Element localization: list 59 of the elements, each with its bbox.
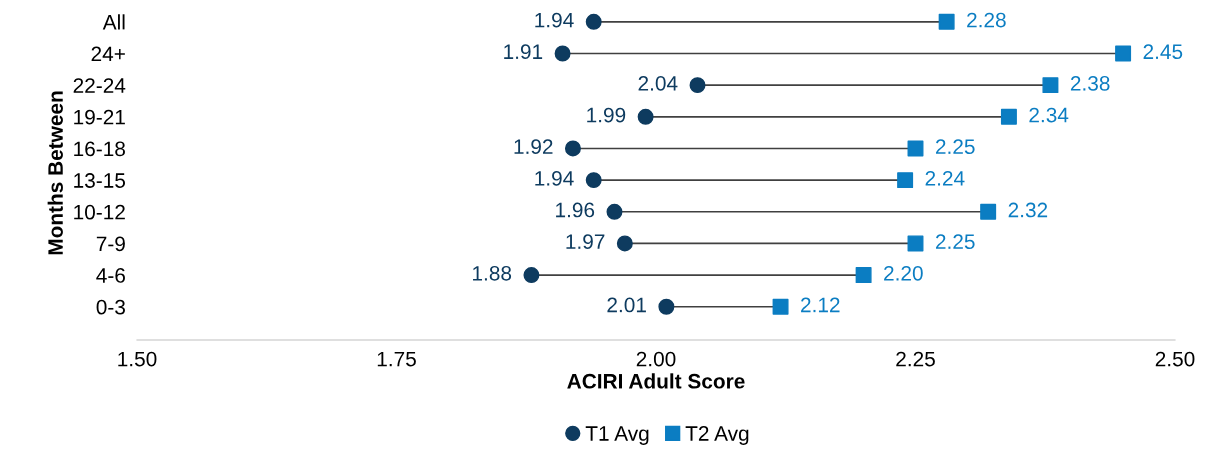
data-label: 1.96: [556, 202, 595, 218]
x-tick-label: 2.00: [636, 351, 676, 367]
y-tick-label: 16-18: [74, 141, 125, 157]
point: [938, 13, 955, 30]
point: [658, 298, 675, 315]
legend-label: T2 Avg: [685, 426, 749, 445]
data-label: 2.34: [1029, 107, 1069, 123]
point: [689, 77, 706, 94]
y-tick-label: 0-3: [96, 299, 125, 315]
y-axis-title: Months Between: [47, 91, 63, 255]
point: [907, 140, 924, 157]
data-label: 1.91: [504, 44, 543, 60]
point: [1115, 45, 1132, 62]
data-label: 2.24: [925, 170, 965, 186]
point: [523, 267, 540, 284]
point: [616, 235, 633, 252]
point: [606, 203, 623, 220]
point: [554, 45, 571, 62]
data-label: 2.12: [801, 297, 840, 313]
y-tick-label: 10-12: [74, 204, 125, 220]
y-tick-label: 24+: [91, 46, 125, 62]
point: [564, 140, 581, 157]
data-label: 2.28: [967, 12, 1006, 28]
x-tick-label: 2.25: [896, 351, 935, 367]
data-label: 1.97: [566, 234, 605, 250]
data-label: 1.94: [535, 170, 574, 186]
point: [897, 172, 914, 189]
data-label: 2.20: [884, 265, 923, 281]
point: [855, 267, 872, 284]
x-tick-label: 2.50: [1155, 351, 1195, 367]
data-label: 2.45: [1143, 44, 1183, 60]
data-label: 1.99: [587, 107, 626, 123]
point: [1000, 108, 1017, 125]
point: [637, 108, 654, 125]
y-tick-label: 7-9: [96, 236, 125, 252]
y-tick-label: 19-21: [74, 109, 125, 125]
data-label: 2.25: [935, 234, 975, 250]
y-tick-label: All: [102, 14, 125, 30]
point: [585, 172, 602, 189]
x-tick-label: 1.50: [118, 351, 157, 367]
y-tick-label: 13-15: [74, 173, 126, 188]
legend-label: T1 Avg: [585, 426, 649, 445]
point: [1042, 77, 1059, 94]
point: [907, 235, 924, 252]
data-label: 2.32: [1008, 202, 1048, 218]
data-label: 2.01: [607, 297, 646, 313]
data-label: 2.38: [1070, 75, 1110, 91]
x-axis-title: ACIRI Adult Score: [567, 373, 745, 389]
point: [980, 203, 997, 220]
data-label: 2.04: [638, 75, 678, 91]
data-label: 2.25: [935, 139, 975, 155]
y-tick-label: 22-24: [73, 78, 126, 93]
y-tick-label: 4-6: [96, 268, 125, 283]
data-label: 1.94: [535, 12, 574, 28]
point: [585, 13, 602, 30]
x-tick-label: 1.75: [377, 351, 416, 367]
point: [772, 298, 789, 315]
data-label: 1.92: [514, 139, 553, 155]
data-label: 1.88: [473, 265, 512, 281]
